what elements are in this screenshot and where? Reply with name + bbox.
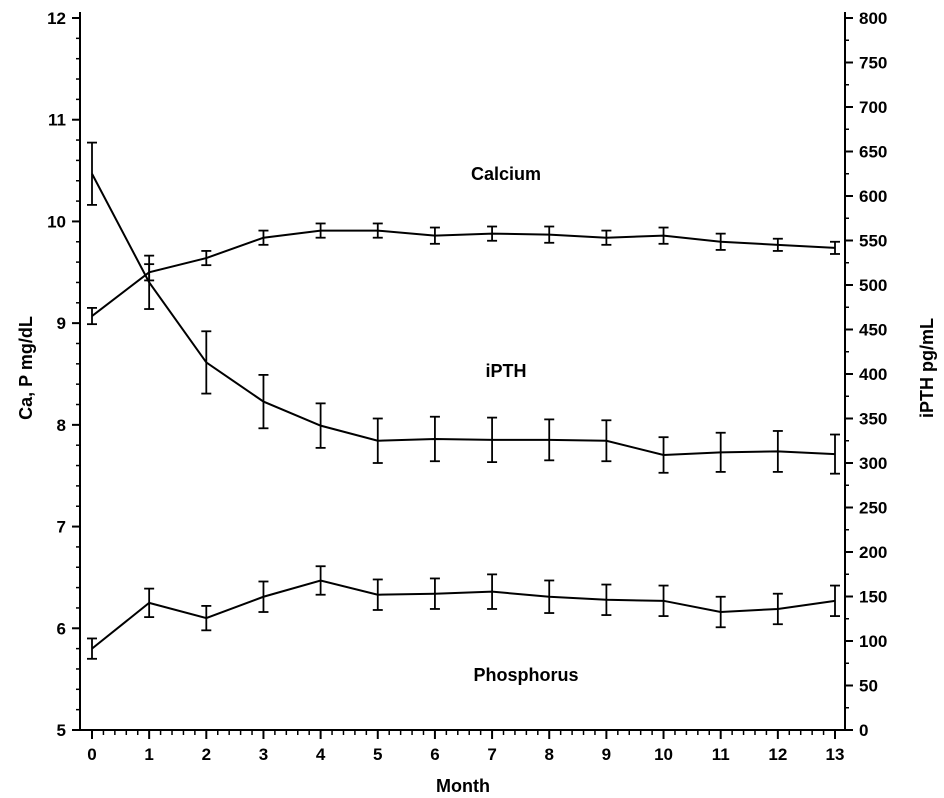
x-tick-label: 11 (712, 745, 730, 764)
series-line-ipth (91, 173, 836, 456)
series-ipth (87, 141, 840, 475)
error-bar-ipth (315, 402, 326, 449)
right-y-tick-label: 250 (859, 499, 887, 518)
right-y-tick-label: 750 (859, 54, 887, 73)
error-bar-ipth (544, 418, 555, 462)
right-y-tick-label: 650 (859, 143, 887, 162)
x-axis-title: Month (436, 776, 490, 796)
x-tick-label: 0 (87, 745, 96, 764)
x-tick-label: 3 (259, 745, 268, 764)
error-bar-ipth (487, 416, 498, 464)
error-bar-calcium (201, 250, 212, 267)
error-bar-calcium (87, 306, 97, 326)
right-y-axis-title: iPTH pg/mL (917, 318, 937, 418)
right-y-tick-label: 200 (859, 543, 887, 562)
right-y-tick-label: 500 (859, 276, 887, 295)
error-bar-ipth (715, 431, 726, 473)
right-y-tick-label: 400 (859, 365, 887, 384)
right-y-tick-label: 150 (859, 588, 887, 607)
left-y-tick-label: 10 (47, 212, 66, 231)
error-bar-calcium (601, 229, 612, 246)
left-y-tick-label: 6 (57, 619, 66, 638)
series-layer (87, 141, 840, 660)
error-bar-ipth (772, 430, 783, 473)
x-tick-label: 5 (373, 745, 382, 764)
right-y-tick-label: 350 (859, 410, 887, 429)
error-bar-calcium (315, 222, 326, 239)
right-y-tick-label: 600 (859, 187, 887, 206)
right-y-tick-label: 0 (859, 721, 868, 740)
right-y-tick-label: 800 (859, 9, 887, 28)
error-bar-ipth (144, 254, 155, 310)
left-y-tick-label: 5 (57, 721, 66, 740)
x-tick-label: 6 (430, 745, 439, 764)
x-tick-label: 4 (316, 745, 326, 764)
x-tick-label: 12 (768, 745, 787, 764)
error-bar-phosphorus (144, 587, 155, 618)
x-tick-label: 9 (602, 745, 611, 764)
right-y-tick-label: 50 (859, 677, 878, 696)
left-y-tick-label: 12 (47, 9, 66, 28)
right-y-tick-label: 450 (859, 321, 887, 340)
series-label-phosphorus: Phosphorus (473, 665, 578, 685)
right-y-tick-label: 100 (859, 632, 887, 651)
error-bar-calcium (429, 226, 440, 245)
error-bar-ipth (658, 436, 669, 474)
error-bar-ipth (830, 433, 840, 475)
error-bar-ipth (429, 415, 440, 463)
error-bar-calcium (658, 226, 669, 245)
x-tick-label: 10 (654, 745, 673, 764)
error-bar-phosphorus (201, 605, 212, 632)
error-bar-phosphorus (830, 584, 840, 617)
error-bar-ipth (372, 417, 383, 464)
series-line-phosphorus (91, 579, 836, 650)
x-tick-label: 2 (202, 745, 211, 764)
error-bar-calcium (830, 240, 840, 255)
error-bar-calcium (772, 237, 783, 252)
series-calcium (87, 222, 840, 326)
left-y-tick-label: 9 (57, 314, 66, 333)
error-bar-phosphorus (772, 592, 783, 626)
error-bar-ipth (87, 141, 97, 206)
error-bar-phosphorus (487, 573, 498, 610)
series-phosphorus (87, 565, 840, 660)
x-tick-label: 1 (144, 745, 153, 764)
series-line-calcium (91, 229, 836, 317)
right-y-tick-label: 300 (859, 454, 887, 473)
error-bar-phosphorus (258, 580, 269, 613)
error-bar-phosphorus (87, 637, 97, 660)
left-y-tick-label: 11 (48, 111, 66, 130)
error-bar-phosphorus (544, 579, 555, 614)
error-bar-phosphorus (715, 595, 726, 629)
left-y-tick-label: 8 (57, 416, 66, 435)
right-y-tick-label: 700 (859, 98, 887, 117)
error-bar-phosphorus (429, 577, 440, 610)
error-bar-calcium (487, 225, 498, 242)
error-bar-phosphorus (601, 583, 612, 616)
series-label-calcium: Calcium (471, 164, 541, 184)
x-tick-label: 8 (544, 745, 553, 764)
error-bar-calcium (258, 229, 269, 246)
error-bar-ipth (258, 373, 269, 430)
left-y-tick-label: 7 (57, 518, 66, 537)
error-bar-ipth (601, 419, 612, 463)
left-y-axis-title: Ca, P mg/dL (16, 316, 36, 420)
right-y-tick-label: 550 (859, 232, 887, 251)
error-bar-phosphorus (315, 565, 326, 596)
error-bar-ipth (201, 330, 212, 395)
x-tick-label: 13 (826, 745, 845, 764)
error-bar-calcium (544, 225, 555, 244)
error-bar-calcium (372, 222, 383, 239)
x-tick-label: 7 (487, 745, 496, 764)
error-bar-phosphorus (372, 578, 383, 611)
error-bar-phosphorus (658, 584, 669, 617)
series-label-iPTH: iPTH (485, 361, 526, 381)
error-bar-calcium (715, 232, 726, 251)
axes-group: 5678910111205010015020025030035040045050… (47, 9, 887, 764)
